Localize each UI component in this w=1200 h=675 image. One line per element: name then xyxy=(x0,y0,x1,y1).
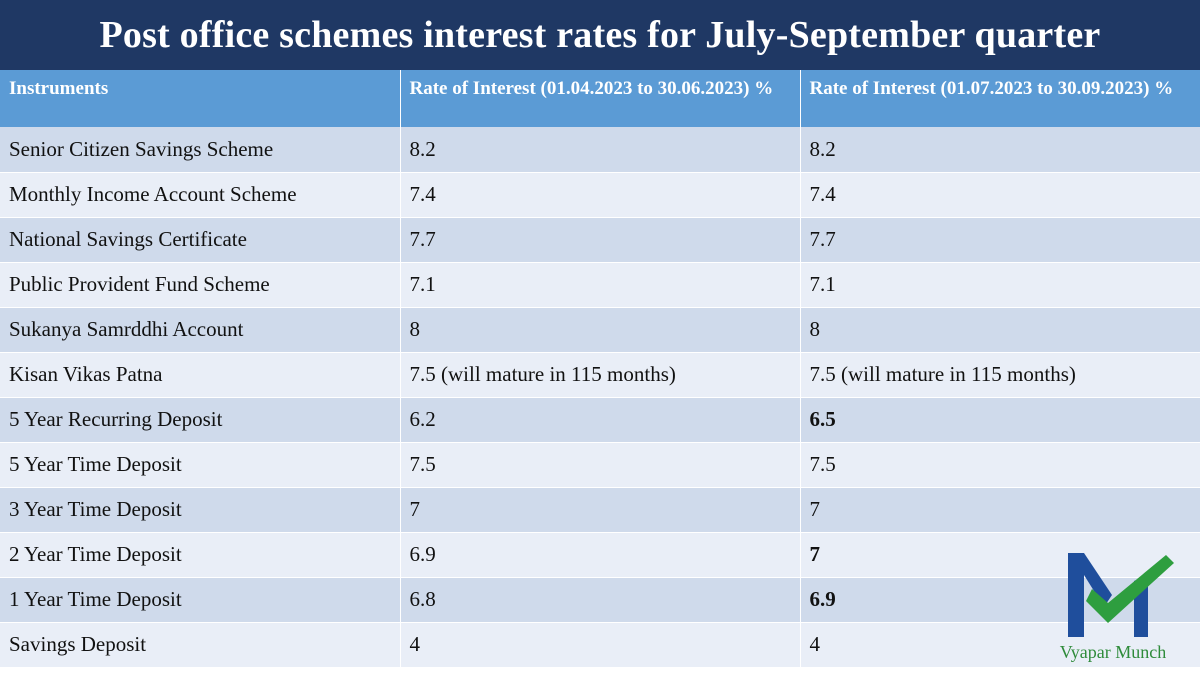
rate-jul-sep-cell: 4 xyxy=(800,622,1200,668)
instrument-cell: Senior Citizen Savings Scheme xyxy=(0,127,401,173)
rate-apr-jun-cell: 8 xyxy=(400,307,801,353)
rate-apr-jun-cell: 6.9 xyxy=(400,532,801,578)
table-row: Senior Citizen Savings Scheme 8.2 8.2 xyxy=(0,127,1200,173)
rate-jul-sep-cell: 7 xyxy=(800,532,1200,578)
table-row: 3 Year Time Deposit 7 7 xyxy=(0,487,1200,533)
page-title: Post office schemes interest rates for J… xyxy=(99,14,1101,56)
rate-jul-sep-cell: 8 xyxy=(800,307,1200,353)
rate-jul-sep-cell: 6.5 xyxy=(800,397,1200,443)
rate-apr-jun-cell: 7.5 xyxy=(400,442,801,488)
rate-jul-sep-cell: 7.5 (will mature in 115 months) xyxy=(800,352,1200,398)
instrument-cell: 3 Year Time Deposit xyxy=(0,487,401,533)
instrument-cell: Monthly Income Account Scheme xyxy=(0,172,401,218)
column-header-instruments: Instruments xyxy=(0,70,401,127)
instrument-cell: 5 Year Recurring Deposit xyxy=(0,397,401,443)
instrument-cell: 2 Year Time Deposit xyxy=(0,532,401,578)
instrument-cell: Kisan Vikas Patna xyxy=(0,352,401,398)
rate-jul-sep-cell: 7.1 xyxy=(800,262,1200,308)
instrument-cell: Public Provident Fund Scheme xyxy=(0,262,401,308)
instrument-cell: 5 Year Time Deposit xyxy=(0,442,401,488)
rate-apr-jun-cell: 7.7 xyxy=(400,217,801,263)
table-row: National Savings Certificate 7.7 7.7 xyxy=(0,217,1200,263)
table-row: 1 Year Time Deposit 6.8 6.9 xyxy=(0,577,1200,623)
rate-apr-jun-cell: 6.8 xyxy=(400,577,801,623)
table-row: 5 Year Time Deposit 7.5 7.5 xyxy=(0,442,1200,488)
table-row: 5 Year Recurring Deposit 6.2 6.5 xyxy=(0,397,1200,443)
table-row: Sukanya Samrddhi Account 8 8 xyxy=(0,307,1200,353)
table-row: Savings Deposit 4 4 xyxy=(0,622,1200,668)
vyapar-munch-logo: Vyapar Munch xyxy=(1048,545,1178,670)
rate-jul-sep-cell: 7.4 xyxy=(800,172,1200,218)
rate-jul-sep-cell: 7.5 xyxy=(800,442,1200,488)
rate-apr-jun-cell: 7.5 (will mature in 115 months) xyxy=(400,352,801,398)
rate-apr-jun-cell: 7.1 xyxy=(400,262,801,308)
table-header-row: Instruments Rate of Interest (01.04.2023… xyxy=(0,70,1200,127)
instrument-cell: 1 Year Time Deposit xyxy=(0,577,401,623)
column-header-rate-jul-sep: Rate of Interest (01.07.2023 to 30.09.20… xyxy=(800,70,1200,127)
rate-jul-sep-cell: 8.2 xyxy=(800,127,1200,173)
rate-apr-jun-cell: 7 xyxy=(400,487,801,533)
rate-jul-sep-cell: 7.7 xyxy=(800,217,1200,263)
instrument-cell: Savings Deposit xyxy=(0,622,401,668)
interest-rates-table: Instruments Rate of Interest (01.04.2023… xyxy=(0,70,1200,668)
table-row: Monthly Income Account Scheme 7.4 7.4 xyxy=(0,172,1200,218)
title-banner: Post office schemes interest rates for J… xyxy=(0,0,1200,70)
rate-jul-sep-cell: 7 xyxy=(800,487,1200,533)
rate-apr-jun-cell: 7.4 xyxy=(400,172,801,218)
logo-text: Vyapar Munch xyxy=(1059,642,1167,662)
rate-apr-jun-cell: 8.2 xyxy=(400,127,801,173)
rate-apr-jun-cell: 6.2 xyxy=(400,397,801,443)
instrument-cell: Sukanya Samrddhi Account xyxy=(0,307,401,353)
column-header-rate-apr-jun: Rate of Interest (01.04.2023 to 30.06.20… xyxy=(400,70,801,127)
rate-apr-jun-cell: 4 xyxy=(400,622,801,668)
table-row: Public Provident Fund Scheme 7.1 7.1 xyxy=(0,262,1200,308)
logo-mark-icon xyxy=(1068,553,1174,637)
table-row: Kisan Vikas Patna 7.5 (will mature in 115… xyxy=(0,352,1200,398)
instrument-cell: National Savings Certificate xyxy=(0,217,401,263)
table-row: 2 Year Time Deposit 6.9 7 xyxy=(0,532,1200,578)
